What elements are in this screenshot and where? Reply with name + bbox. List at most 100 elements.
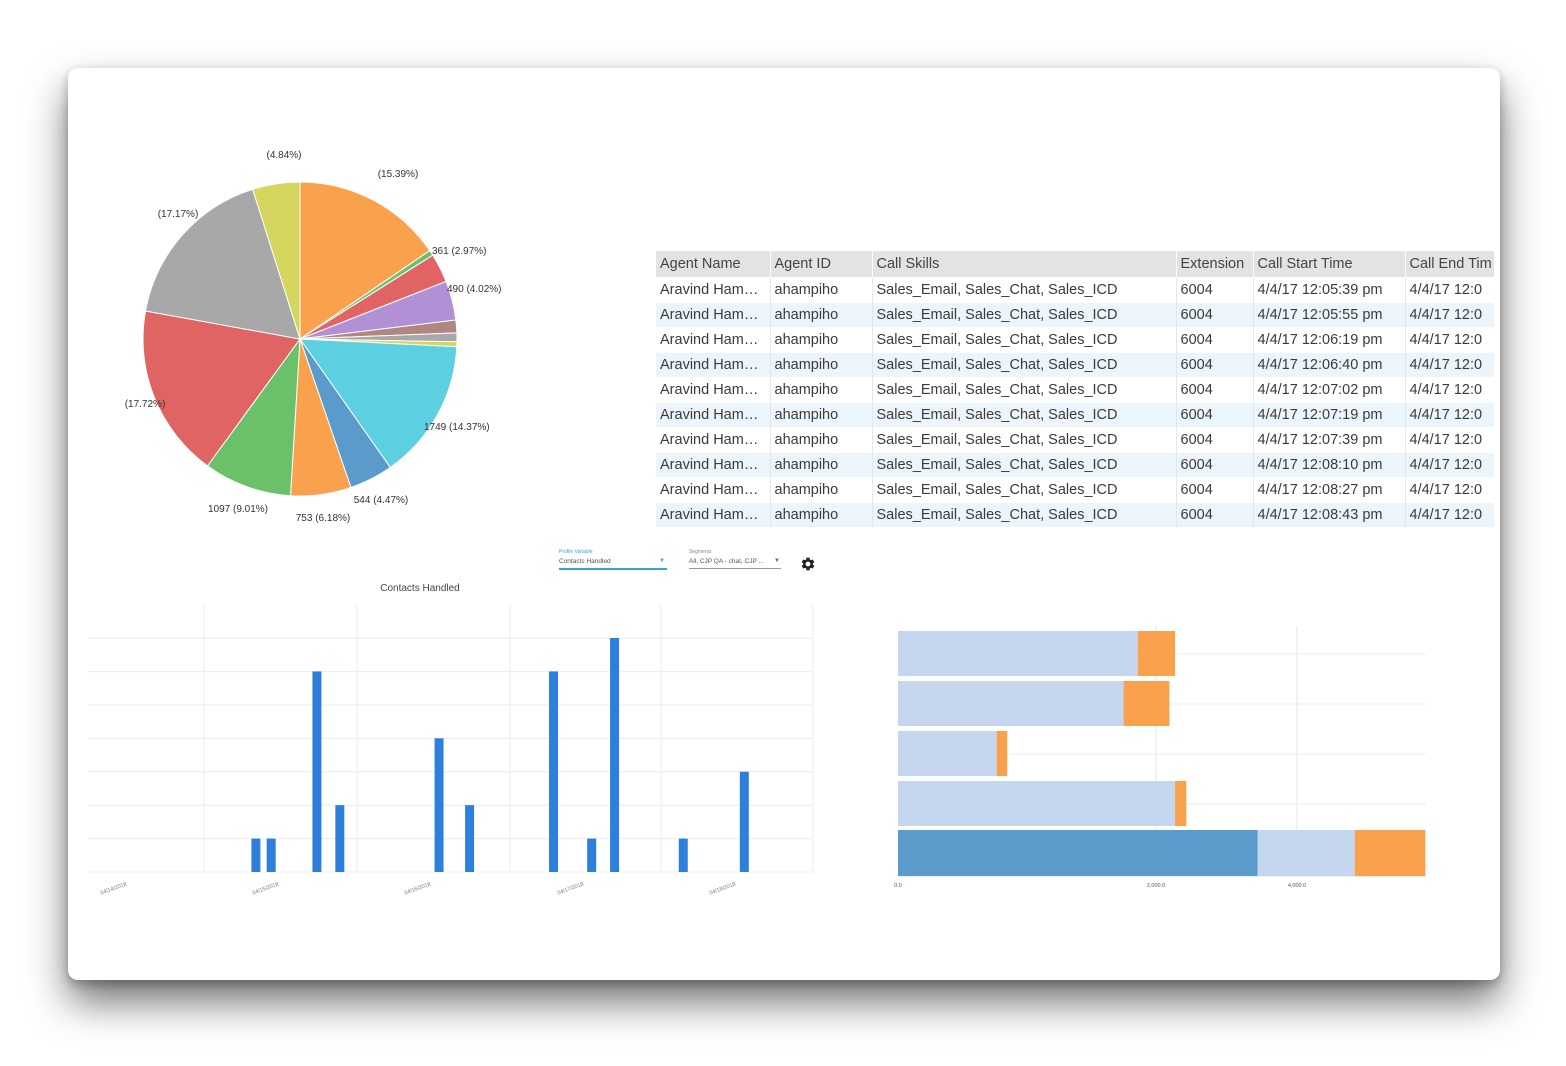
cell-call-start-time: 4/4/17 12:08:27 pm	[1253, 477, 1406, 503]
table-row[interactable]: Aravind Hampi... ahampiho Sales_Email, Sal…	[656, 477, 1494, 503]
cell-call-skills: Sales_Email, Sales_Chat, Sales_ICD	[872, 377, 1177, 403]
bar-chart-title: Contacts Handled	[380, 583, 460, 594]
column-header-extension[interactable]: Extension	[1176, 251, 1254, 278]
stacked-bar-segment[interactable]	[996, 731, 1008, 776]
stacked-bar-segment[interactable]	[898, 631, 1138, 676]
cell-call-skills: Sales_Email, Sales_Chat, Sales_ICD	[872, 302, 1177, 328]
cell-agent-id: ahampiho	[770, 427, 873, 453]
stacked-bar-segment[interactable]	[898, 830, 1258, 876]
cell-extension: 6004	[1176, 327, 1254, 353]
stacked-bar-segment[interactable]	[898, 681, 1124, 726]
cell-call-skills: Sales_Email, Sales_Chat, Sales_ICD	[872, 277, 1177, 303]
cell-agent-id: ahampiho	[770, 302, 873, 328]
pie-slice[interactable]	[144, 188, 301, 340]
cell-agent-name: Aravind Hampi...	[656, 377, 771, 403]
pie-slice[interactable]	[142, 310, 301, 467]
cell-extension: 6004	[1176, 477, 1254, 503]
stacked-bar-segment[interactable]	[898, 781, 1176, 826]
cell-agent-name: Aravind Hampi...	[656, 402, 771, 428]
table-row[interactable]: Aravind Hampi... ahampiho Sales_Email, Sal…	[656, 277, 1494, 303]
pie-slice[interactable]	[299, 338, 458, 469]
table-row[interactable]: Aravind Hampi... ahampiho Sales_Email, Sal…	[656, 302, 1494, 328]
bar[interactable]	[335, 805, 345, 872]
bar[interactable]	[610, 638, 620, 872]
call-records-table: Agent Name Agent ID Call Skills Extensio…	[656, 251, 1494, 533]
table-row[interactable]: Aravind Hampi... ahampiho Sales_Email, Sal…	[656, 452, 1494, 478]
x-tick-label: 4,000.0	[1288, 883, 1306, 889]
bar[interactable]	[251, 838, 261, 872]
cell-call-end-time: 4/4/17 12:0	[1405, 452, 1494, 478]
cell-agent-name: Aravind Hampi...	[656, 327, 771, 353]
bar[interactable]	[266, 838, 276, 872]
x-tick-label: 04/14/2018	[100, 882, 128, 897]
cell-agent-name: Aravind Hampi...	[656, 502, 771, 527]
cell-call-end-time: 4/4/17 12:0	[1405, 402, 1494, 428]
bar[interactable]	[549, 671, 559, 872]
cell-extension: 6004	[1176, 502, 1254, 527]
stacked-bar-segment[interactable]	[1123, 681, 1170, 726]
cell-call-end-time: 4/4/17 12:0	[1405, 277, 1494, 303]
cell-call-skills: Sales_Email, Sales_Chat, Sales_ICD	[872, 402, 1177, 428]
stacked-bar-segment[interactable]	[1257, 830, 1355, 876]
stacked-bar-segment[interactable]	[1175, 781, 1187, 826]
stacked-bar-segment[interactable]	[1137, 631, 1176, 676]
cell-agent-id: ahampiho	[770, 452, 873, 478]
bar[interactable]	[739, 771, 749, 872]
bar[interactable]	[434, 738, 444, 872]
cell-call-start-time: 4/4/17 12:07:02 pm	[1253, 377, 1406, 403]
cell-call-start-time: 4/4/17 12:06:40 pm	[1253, 352, 1406, 378]
table-row[interactable]: Aravind Hampi... ahampiho Sales_Email, Sal…	[656, 377, 1494, 403]
cell-call-start-time: 4/4/17 12:05:39 pm	[1253, 277, 1406, 303]
cell-agent-id: ahampiho	[770, 502, 873, 527]
table-row[interactable]: Aravind Hampi... ahampiho Sales_Email, Sal…	[656, 402, 1494, 428]
x-tick-label: 04/16/2018	[404, 882, 432, 897]
cell-extension: 6004	[1176, 402, 1254, 428]
cell-agent-id: ahampiho	[770, 352, 873, 378]
dashboard-card: (15.39%) 361 (2.97%) 490 (4.02%) 1749 (14.3…	[68, 68, 1500, 980]
pie-slice[interactable]	[299, 181, 431, 340]
pie-chart: (15.39%) 361 (2.97%) 490 (4.02%) 1749 (14.3…	[125, 150, 502, 524]
gear-icon[interactable]	[800, 556, 816, 572]
pie-slice-label: (4.84%)	[266, 150, 301, 161]
column-header-agent-name[interactable]: Agent Name	[656, 251, 771, 278]
cell-agent-name: Aravind Hampi...	[656, 352, 771, 378]
bar[interactable]	[678, 838, 688, 872]
segments-select[interactable]: Segments All, CJP QA - chat, CJP ... ▼	[689, 549, 781, 571]
table-row[interactable]: Aravind Hampi... ahampiho Sales_Email, Sal…	[656, 502, 1494, 527]
cell-call-end-time: 4/4/17 12:0	[1405, 502, 1494, 527]
cell-agent-id: ahampiho	[770, 377, 873, 403]
stacked-bar-segment[interactable]	[1354, 830, 1426, 876]
table-row[interactable]: Aravind Hampi... ahampiho Sales_Email, Sal…	[656, 427, 1494, 453]
column-header-agent-id[interactable]: Agent ID	[770, 251, 873, 278]
column-header-call-end-time[interactable]: Call End Tim	[1405, 251, 1494, 278]
column-header-call-skills[interactable]: Call Skills	[872, 251, 1177, 278]
cell-call-start-time: 4/4/17 12:05:55 pm	[1253, 302, 1406, 328]
cell-agent-id: ahampiho	[770, 477, 873, 503]
segments-value: All, CJP QA - chat, CJP ...	[689, 558, 764, 565]
table-row[interactable]: Aravind Hampi... ahampiho Sales_Email, Sal…	[656, 327, 1494, 353]
pie-slice-label: 1097 (9.01%)	[208, 504, 268, 515]
profile-variable-label: Profile Variable	[559, 549, 593, 555]
cell-call-start-time: 4/4/17 12:07:19 pm	[1253, 402, 1406, 428]
cell-call-start-time: 4/4/17 12:08:43 pm	[1253, 502, 1406, 527]
chevron-down-icon: ▼	[659, 558, 665, 564]
table-header-row: Agent Name Agent ID Call Skills Extensio…	[656, 251, 1494, 278]
table-row[interactable]: Aravind Hampi... ahampiho Sales_Email, Sal…	[656, 352, 1494, 378]
cell-call-end-time: 4/4/17 12:0	[1405, 377, 1494, 403]
cell-agent-name: Aravind Hampi...	[656, 477, 771, 503]
cell-call-skills: Sales_Email, Sales_Chat, Sales_ICD	[872, 327, 1177, 353]
bar[interactable]	[587, 838, 597, 872]
x-tick-label: 2,000.0	[1147, 883, 1165, 889]
column-header-call-start-time[interactable]: Call Start Time	[1253, 251, 1406, 278]
bar[interactable]	[312, 671, 322, 872]
profile-variable-select[interactable]: Profile Variable Contacts Handled ▼	[559, 549, 667, 571]
cell-extension: 6004	[1176, 352, 1254, 378]
cell-call-skills: Sales_Email, Sales_Chat, Sales_ICD	[872, 477, 1177, 503]
cell-agent-id: ahampiho	[770, 402, 873, 428]
cell-agent-name: Aravind Hampi...	[656, 302, 771, 328]
pie-slice[interactable]	[252, 181, 301, 340]
cell-call-start-time: 4/4/17 12:06:19 pm	[1253, 327, 1406, 353]
pie-slice[interactable]	[206, 337, 301, 497]
bar[interactable]	[465, 805, 475, 872]
stacked-bar-segment[interactable]	[898, 731, 997, 776]
